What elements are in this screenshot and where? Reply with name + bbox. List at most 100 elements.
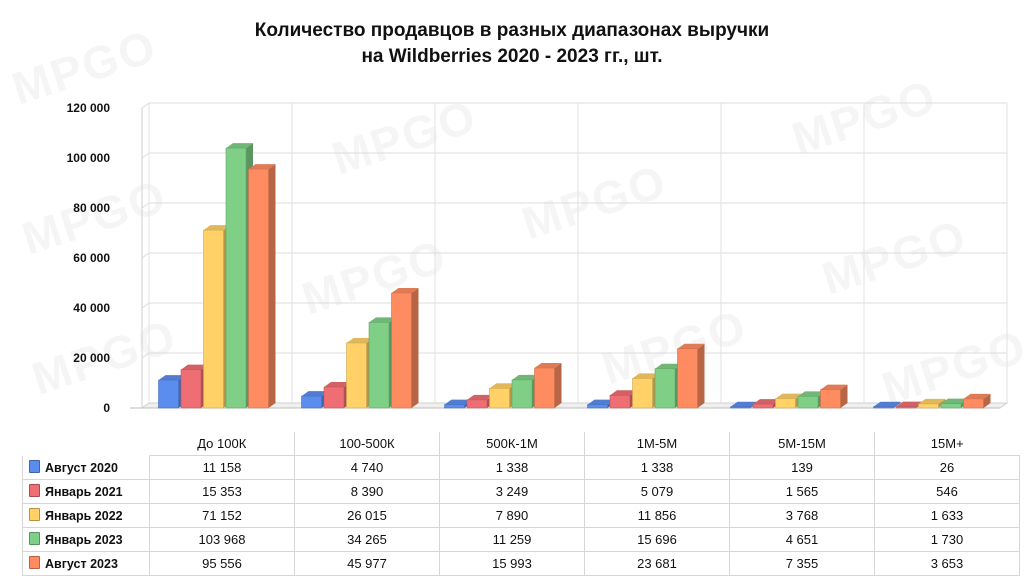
bar-front xyxy=(677,348,698,409)
bar-front xyxy=(775,398,796,409)
bar-side xyxy=(840,384,848,408)
x-tick-label: 5М-15М xyxy=(729,432,875,456)
bar xyxy=(248,164,276,409)
bar-top xyxy=(918,398,946,404)
bar-side xyxy=(411,288,419,408)
bar xyxy=(609,390,637,409)
bar-front xyxy=(963,398,984,409)
bar-side xyxy=(554,363,562,408)
bar-front xyxy=(180,369,202,409)
table-corner xyxy=(23,432,150,456)
bar-side xyxy=(983,393,991,408)
table-header-row: До 100К 100-500К 500К-1М 1М-5М 5М-15М 15М+ xyxy=(23,432,1020,456)
legend-swatch xyxy=(29,556,40,569)
bar-front xyxy=(820,389,841,409)
bar-top xyxy=(489,383,517,389)
bar-top xyxy=(467,394,494,400)
data-label: 95 556 xyxy=(149,551,295,576)
data-label: 1 338 xyxy=(584,455,730,480)
bar-front xyxy=(797,396,819,409)
bar-front xyxy=(225,147,247,409)
bar-chart-plot: 0 20 000 40 000 60 000 80 000 100 000 120 000 xyxy=(67,101,1009,415)
bar-front xyxy=(730,406,751,409)
legend-swatch xyxy=(29,508,40,521)
y-tick-label: 100 000 xyxy=(67,151,111,165)
bar-side xyxy=(893,401,901,408)
bar-top xyxy=(798,391,825,397)
legend-swatch xyxy=(29,532,40,545)
gridline xyxy=(141,152,150,159)
table-row: Август 2020 11 158 4 740 1 338 1 338 139 26 xyxy=(22,455,1020,480)
bar-front xyxy=(940,403,962,409)
bar-top xyxy=(301,391,329,397)
legend-entry: Август 2020 xyxy=(22,455,150,480)
bar-front xyxy=(391,292,412,409)
legend-swatch xyxy=(29,459,40,473)
data-label: 1 565 xyxy=(729,479,875,504)
data-label: 23 681 xyxy=(584,551,730,576)
data-label: 7 355 xyxy=(729,551,875,576)
data-label: 4 651 xyxy=(729,527,875,552)
bar-top xyxy=(203,225,231,231)
bar xyxy=(963,393,991,409)
legend-swatch xyxy=(29,484,40,497)
bar-front xyxy=(873,406,894,409)
data-label: 11 856 xyxy=(584,503,730,528)
bar-top xyxy=(512,374,539,380)
bar-front xyxy=(654,368,676,409)
bar-top xyxy=(324,382,351,388)
y-tick-label: 20 000 xyxy=(73,351,110,365)
bar-top xyxy=(587,399,615,405)
legend-label: Январь 2022 xyxy=(45,509,123,523)
bar-top xyxy=(369,317,396,323)
bar-front xyxy=(587,404,608,409)
y-tick-label: 0 xyxy=(103,401,110,415)
bar-top xyxy=(896,401,923,407)
bar-front xyxy=(301,395,322,409)
legend-label: Январь 2023 xyxy=(45,533,123,547)
data-label: 103 968 xyxy=(149,527,295,552)
bar-front xyxy=(158,379,179,409)
gridline xyxy=(141,252,150,259)
y-tick-label: 120 000 xyxy=(67,101,111,115)
legend-label: Январь 2021 xyxy=(45,485,123,499)
bar-front xyxy=(248,168,269,409)
bar-top xyxy=(730,401,758,407)
data-label: 8 390 xyxy=(294,479,440,504)
bar-front xyxy=(203,229,224,409)
legend-label: Август 2023 xyxy=(45,557,118,571)
table-row: Январь 2021 15 353 8 390 3 249 5 079 1 565 546 xyxy=(22,479,1020,504)
bar-top xyxy=(775,393,803,399)
bar-front xyxy=(918,403,939,409)
bar-front xyxy=(511,379,533,409)
data-label: 11 259 xyxy=(439,527,585,552)
chart-title-line-2: на Wildberries 2020 - 2023 гг., шт. xyxy=(361,46,663,67)
bar-side xyxy=(697,343,705,408)
bar-front xyxy=(323,386,345,409)
legend-entry: Август 2023 xyxy=(22,551,150,576)
bar-side xyxy=(268,164,276,408)
legend-entry: Январь 2021 xyxy=(22,479,150,504)
bar-top xyxy=(391,288,419,294)
data-label: 15 696 xyxy=(584,527,730,552)
data-label: 546 xyxy=(874,479,1020,504)
bar xyxy=(534,363,562,409)
data-label: 4 740 xyxy=(294,455,440,480)
x-tick-label: 500К-1М xyxy=(439,432,585,456)
bar-top xyxy=(226,143,253,149)
table-row: Август 2023 95 556 45 977 15 993 23 681 7 355… xyxy=(22,551,1020,576)
table-row: Январь 2023 103 968 34 265 11 259 15 696 4 65… xyxy=(22,527,1020,552)
bar xyxy=(677,343,705,409)
legend-entry: Январь 2022 xyxy=(22,503,150,528)
bar-top xyxy=(346,337,374,343)
bar-front xyxy=(895,406,917,409)
data-label: 71 152 xyxy=(149,503,295,528)
bar-top xyxy=(534,363,562,369)
bar-front xyxy=(489,387,510,409)
legend-entry: Январь 2023 xyxy=(22,527,150,552)
data-label: 34 265 xyxy=(294,527,440,552)
bar-top xyxy=(941,398,968,404)
data-label: 139 xyxy=(729,455,875,480)
data-label: 15 353 xyxy=(149,479,295,504)
data-label: 3 653 xyxy=(874,551,1020,576)
